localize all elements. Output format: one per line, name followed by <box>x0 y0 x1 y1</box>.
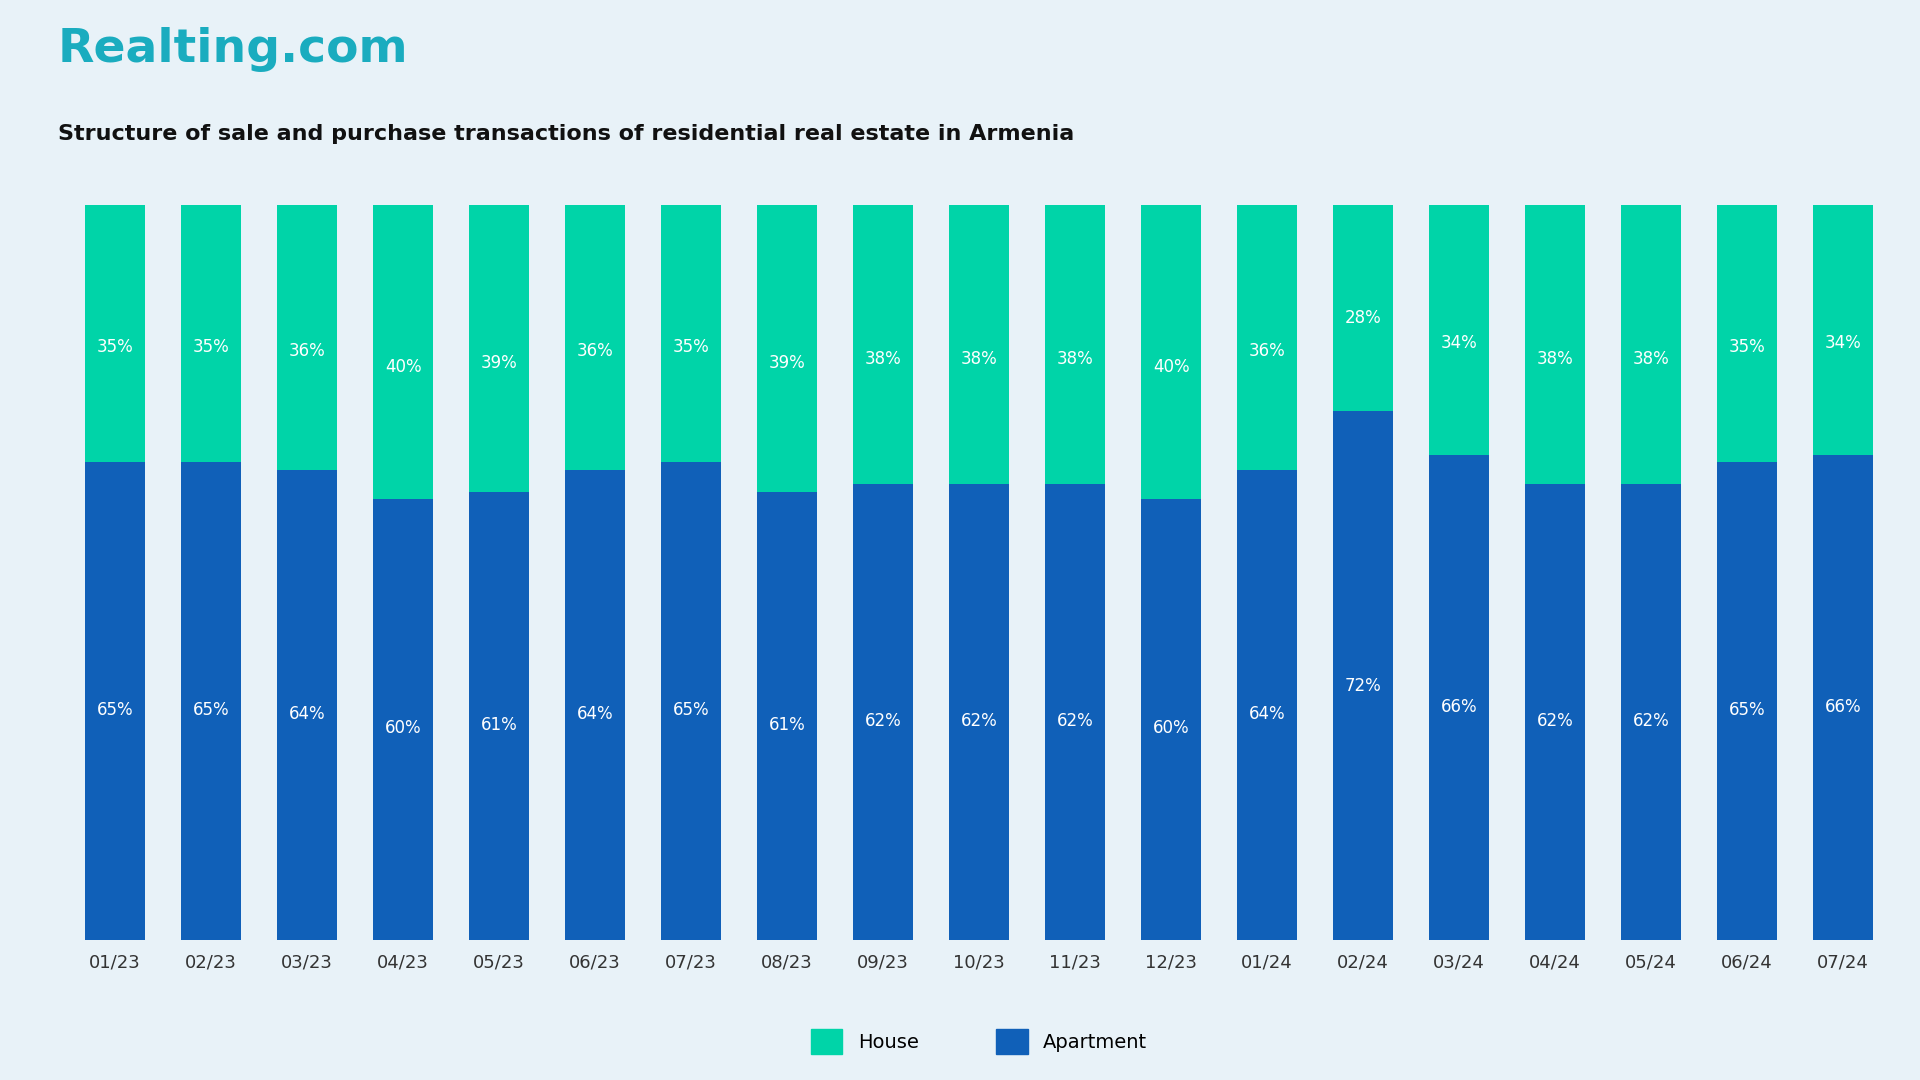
Bar <box>1044 205 1106 484</box>
Bar <box>1332 410 1394 940</box>
Text: 65%: 65% <box>1728 702 1766 719</box>
Text: 64%: 64% <box>288 705 326 723</box>
Text: 38%: 38% <box>864 350 902 367</box>
Text: 64%: 64% <box>576 705 614 723</box>
Bar <box>1140 205 1202 499</box>
Bar <box>660 205 722 462</box>
Text: 62%: 62% <box>1632 712 1670 730</box>
Bar <box>1620 484 1682 940</box>
Text: 60%: 60% <box>384 719 422 737</box>
Text: 35%: 35% <box>1728 338 1766 355</box>
Text: 28%: 28% <box>1344 309 1382 327</box>
Bar <box>1718 462 1778 940</box>
Bar <box>1428 455 1490 940</box>
Bar <box>1238 205 1298 470</box>
Bar <box>372 205 434 499</box>
Text: 36%: 36% <box>576 341 614 360</box>
Text: 38%: 38% <box>1056 350 1094 367</box>
Text: 38%: 38% <box>1632 350 1670 367</box>
Bar <box>1140 499 1202 940</box>
Bar <box>1620 205 1682 484</box>
Bar <box>660 462 722 940</box>
Text: 35%: 35% <box>96 338 134 355</box>
Bar <box>852 205 914 484</box>
Bar <box>1428 205 1490 455</box>
Bar <box>948 484 1010 940</box>
Bar <box>276 205 338 470</box>
Bar <box>84 462 144 940</box>
Bar <box>1814 455 1874 940</box>
Bar <box>566 470 626 940</box>
Text: 64%: 64% <box>1248 705 1286 723</box>
Text: 65%: 65% <box>672 702 710 719</box>
Bar <box>1238 470 1298 940</box>
Bar <box>276 470 338 940</box>
Text: 62%: 62% <box>1056 712 1094 730</box>
Text: 66%: 66% <box>1440 698 1478 716</box>
Text: 34%: 34% <box>1824 334 1862 351</box>
Text: 38%: 38% <box>1536 350 1574 367</box>
Text: 35%: 35% <box>672 338 710 355</box>
Bar <box>566 205 626 470</box>
Bar <box>468 491 528 940</box>
Bar <box>180 462 242 940</box>
Text: Structure of sale and purchase transactions of residential real estate in Armeni: Structure of sale and purchase transacti… <box>58 124 1073 145</box>
Bar <box>84 205 144 462</box>
Text: 60%: 60% <box>1152 719 1190 737</box>
Text: 61%: 61% <box>768 716 806 733</box>
Text: 61%: 61% <box>480 716 518 733</box>
Text: Realting.com: Realting.com <box>58 27 409 72</box>
Text: 65%: 65% <box>192 702 230 719</box>
Bar <box>1044 484 1106 940</box>
Text: 36%: 36% <box>1248 341 1286 360</box>
Text: 62%: 62% <box>864 712 902 730</box>
Text: 65%: 65% <box>96 702 134 719</box>
Text: 40%: 40% <box>384 357 422 376</box>
Text: 40%: 40% <box>1152 357 1190 376</box>
Text: 62%: 62% <box>960 712 998 730</box>
Text: 66%: 66% <box>1824 698 1862 716</box>
Bar <box>756 205 818 491</box>
Bar <box>1524 205 1586 484</box>
Text: 39%: 39% <box>768 354 806 372</box>
Bar <box>948 205 1010 484</box>
Bar <box>180 205 242 462</box>
Text: 35%: 35% <box>192 338 230 355</box>
Bar <box>1814 205 1874 455</box>
Text: 72%: 72% <box>1344 677 1382 694</box>
Bar <box>852 484 914 940</box>
Text: 34%: 34% <box>1440 334 1478 351</box>
Bar <box>1332 205 1394 410</box>
Bar <box>756 491 818 940</box>
Text: 62%: 62% <box>1536 712 1574 730</box>
Bar <box>372 499 434 940</box>
Text: 39%: 39% <box>480 354 518 372</box>
Text: 38%: 38% <box>960 350 998 367</box>
Bar <box>1524 484 1586 940</box>
Bar <box>1718 205 1778 462</box>
Text: 36%: 36% <box>288 341 326 360</box>
Bar <box>468 205 528 491</box>
Legend: House, Apartment: House, Apartment <box>803 1022 1156 1062</box>
